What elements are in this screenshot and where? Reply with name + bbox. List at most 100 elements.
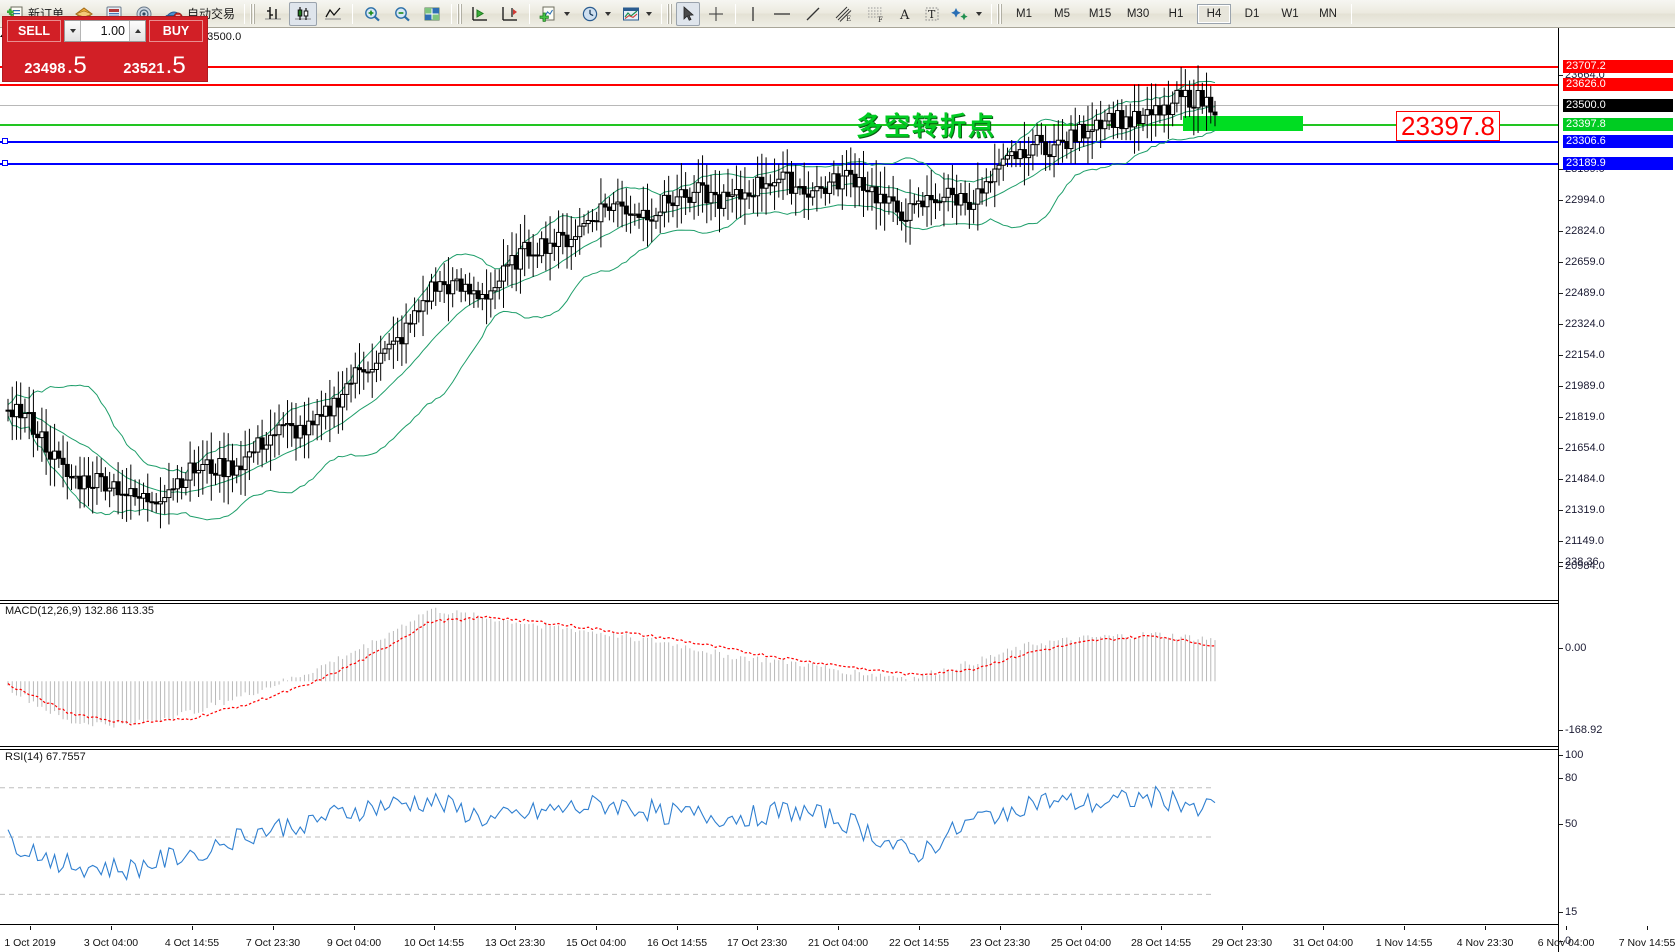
vertical-line-button[interactable]	[741, 2, 765, 26]
time-axis-label: 7 Oct 23:30	[245, 937, 301, 949]
timeframe-m15-button[interactable]: M15	[1088, 7, 1112, 20]
sell-button[interactable]: SELL	[7, 20, 61, 42]
close-price-line[interactable]	[0, 105, 1558, 106]
rsi-panel-top-border	[0, 746, 1558, 747]
ask-price[interactable]: 23521.5	[106, 43, 203, 79]
objects-button[interactable]	[947, 2, 986, 26]
pivot-line[interactable]	[0, 124, 1558, 126]
bid-price[interactable]: 23498.5	[7, 43, 104, 79]
support-2-handle[interactable]	[2, 160, 8, 166]
cursor-button[interactable]	[676, 1, 701, 26]
time-axis-tick	[111, 926, 112, 930]
crosshair-button[interactable]	[702, 2, 730, 26]
chevron-down-icon[interactable]	[646, 11, 653, 16]
resistance-line-1[interactable]	[0, 84, 1558, 86]
templates-button[interactable]	[617, 2, 656, 26]
line-chart-button[interactable]	[319, 2, 347, 26]
horizontal-line-icon	[774, 12, 791, 15]
zoom-out-button[interactable]	[388, 2, 416, 26]
support-line-1[interactable]	[0, 141, 1558, 143]
price-axis-tick	[1559, 262, 1563, 263]
equidistant-channel-button[interactable]: E	[829, 2, 859, 26]
timeframe-h4-button[interactable]: H4	[1197, 3, 1232, 24]
fibonacci-button[interactable]: F	[861, 2, 891, 26]
rsi-axis-label: 100	[1565, 749, 1584, 761]
volume-decrease-button[interactable]	[65, 21, 81, 41]
one-click-trading-panel[interactable]: SELL 1.00 BUY 23498.5 23521.5	[2, 16, 208, 82]
text-box-button[interactable]: T	[919, 2, 945, 26]
toolbar-separator-2	[352, 3, 354, 24]
trendline-button[interactable]	[799, 2, 827, 26]
price-axis[interactable]: 23664.023159.022994.022824.022659.022489…	[1558, 28, 1675, 952]
price-level-tag-pivot-level[interactable]: 23397.8	[1563, 118, 1673, 131]
zoom-in-button[interactable]	[358, 2, 386, 26]
support-1-handle[interactable]	[2, 138, 8, 144]
toolbar-grip-3[interactable]	[667, 3, 673, 24]
cursor-icon	[683, 5, 694, 21]
price-axis-label: 21484.0	[1565, 473, 1605, 485]
rsi-axis-label: 80	[1565, 772, 1578, 784]
period-button[interactable]	[576, 2, 615, 26]
timeframe-m1-button[interactable]: M1	[1016, 7, 1033, 20]
time-axis-tick	[919, 926, 920, 930]
resistance-line-2[interactable]	[0, 66, 1558, 68]
horizontal-line-button[interactable]	[767, 2, 797, 26]
price-axis-tick	[1559, 75, 1563, 76]
timeframe-d1-button[interactable]: D1	[1244, 7, 1260, 20]
buy-button[interactable]: BUY	[149, 20, 203, 42]
text-label-button[interactable]: A	[893, 2, 917, 26]
price-level-tag-close-level[interactable]: 23500.0	[1563, 99, 1673, 112]
price-axis-label: 22659.0	[1565, 256, 1605, 268]
chart-shift-button[interactable]	[496, 2, 524, 26]
rsi-axis-tick	[1559, 912, 1563, 913]
price-axis-label: 22324.0	[1565, 318, 1605, 330]
chevron-up-icon	[134, 29, 141, 33]
support-line-2[interactable]	[0, 163, 1558, 165]
volume-increase-button[interactable]	[129, 21, 145, 41]
macd-canvas	[7, 607, 1216, 728]
price-level-tag-support-2[interactable]: 23189.9	[1563, 157, 1673, 170]
volume-stepper[interactable]: 1.00	[64, 20, 146, 42]
chevron-down-icon[interactable]	[605, 11, 612, 16]
time-axis-label: 21 Oct 04:00	[807, 937, 869, 949]
timeframe-m5-button[interactable]: M5	[1054, 7, 1071, 20]
toolbar-grip-4[interactable]	[997, 3, 1003, 24]
indicators-icon	[539, 6, 555, 22]
macd-axis-tick	[1559, 648, 1563, 649]
timeframe-h1-button[interactable]: H1	[1168, 7, 1184, 20]
toolbar-separator-1	[244, 3, 246, 24]
volume-input[interactable]: 1.00	[100, 24, 125, 38]
time-axis-top-border	[0, 924, 1558, 925]
timeframe-m30-button[interactable]: M30	[1126, 7, 1150, 20]
rsi-axis-tick	[1559, 941, 1563, 942]
data-window-button[interactable]	[418, 2, 446, 26]
timeframe-w1-button[interactable]: W1	[1281, 7, 1299, 20]
candlestick-icon	[295, 6, 312, 20]
candlestick-chart-button[interactable]	[289, 1, 318, 26]
timeframe-mn-button[interactable]: MN	[1319, 7, 1337, 20]
toolbar-grip-1[interactable]	[250, 3, 256, 24]
chevron-down-icon[interactable]	[564, 11, 571, 16]
chart-area[interactable]: JPN225-,H4 23607.5 23622.5 23492.5 23500…	[0, 28, 1675, 952]
price-callout-label[interactable]: 23397.8	[1396, 111, 1500, 141]
chart-annotation-text[interactable]: 多空转折点	[856, 112, 997, 142]
macd-panel-top-border-2	[0, 603, 1558, 604]
timeframe-group: M1 M5 M15 M30 H1 H4 D1 W1 MN	[1005, 3, 1347, 24]
price-level-tag-resistance-1[interactable]: 23626.0	[1563, 78, 1673, 91]
ask-price-main: 23521	[123, 61, 165, 77]
bar-chart-button[interactable]	[259, 2, 287, 26]
pivot-zone-rectangle[interactable]	[1183, 116, 1303, 131]
zoom-out-icon	[395, 6, 410, 21]
price-level-tag-support-1[interactable]: 23306.6	[1563, 135, 1673, 148]
time-axis[interactable]: 1 Oct 2019 3 Oct 04:00 4 Oct 14:55 7 Oct 23…	[0, 926, 1675, 952]
indicators-button[interactable]	[535, 2, 574, 26]
price-axis-label: 22994.0	[1565, 194, 1605, 206]
time-axis-label: 4 Oct 14:55	[164, 937, 220, 949]
auto-scroll-button[interactable]	[466, 2, 494, 26]
price-level-tag-resistance-2[interactable]: 23707.2	[1563, 60, 1673, 73]
chevron-down-icon[interactable]	[976, 11, 983, 16]
price-axis-tick	[1559, 293, 1563, 294]
svg-text:A: A	[899, 8, 910, 23]
time-axis-tick	[838, 926, 839, 930]
toolbar-grip-2[interactable]	[457, 3, 463, 24]
